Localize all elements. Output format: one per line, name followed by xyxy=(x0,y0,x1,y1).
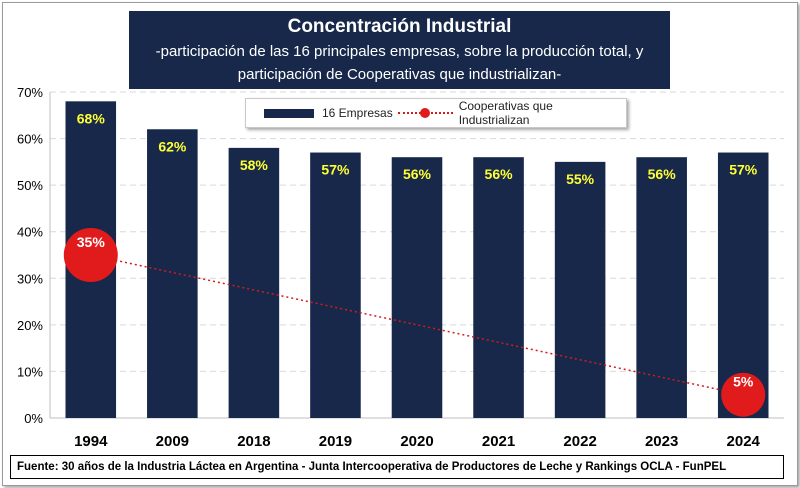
bar-2023 xyxy=(636,157,687,418)
coop-marker-2024 xyxy=(721,372,766,417)
x-tick-1994: 1994 xyxy=(74,433,108,450)
bar-label-2018: 58% xyxy=(240,157,269,173)
legend-line-swatch xyxy=(398,107,453,119)
x-tick-2018: 2018 xyxy=(237,433,270,450)
title-box: Concentración Industrial -participación … xyxy=(129,11,670,89)
coop-label-2024: 5% xyxy=(733,374,754,390)
chart-title: Concentración Industrial xyxy=(287,16,512,37)
bar-label-2024: 57% xyxy=(729,162,758,178)
bar-2021 xyxy=(473,157,524,418)
y-tick-label: 20% xyxy=(17,318,43,333)
x-tick-2019: 2019 xyxy=(319,433,352,450)
y-tick-label: 30% xyxy=(17,271,43,286)
chart-legend: 16 Empresas Cooperativas que Industriali… xyxy=(245,98,627,128)
bar-label-2020: 56% xyxy=(403,166,432,182)
bar-label-2021: 56% xyxy=(485,166,514,182)
bar-label-2019: 57% xyxy=(321,162,350,178)
y-tick-label: 40% xyxy=(17,225,43,240)
legend-label-empresas: 16 Empresas xyxy=(322,106,393,120)
bar-2018 xyxy=(228,147,280,418)
bar-2019 xyxy=(310,152,361,419)
x-tick-2024: 2024 xyxy=(727,433,761,450)
x-tick-2009: 2009 xyxy=(156,433,189,450)
coop-label-1994: 35% xyxy=(77,234,106,250)
bar-label-1994: 68% xyxy=(77,110,106,126)
y-tick-label: 70% xyxy=(17,85,43,100)
x-tick-2020: 2020 xyxy=(400,433,433,450)
bar-2022 xyxy=(554,161,606,418)
y-tick-label: 10% xyxy=(17,364,43,379)
coop-trend-line xyxy=(90,254,744,396)
bar-label-2023: 56% xyxy=(648,166,677,182)
x-tick-2021: 2021 xyxy=(482,433,515,450)
y-tick-label: 50% xyxy=(17,178,43,193)
y-tick-label: 60% xyxy=(17,132,43,147)
coop-marker-1994 xyxy=(63,228,118,282)
legend-bar-swatch xyxy=(264,108,314,118)
bar-2020 xyxy=(391,157,443,418)
x-tick-2022: 2022 xyxy=(563,433,596,450)
bar-label-2009: 62% xyxy=(158,138,187,154)
legend-item-empresas: 16 Empresas xyxy=(264,99,393,127)
legend-label-cooperativas: Cooperativas que Industrializan xyxy=(458,99,553,127)
x-tick-2023: 2023 xyxy=(645,433,678,450)
source-footer: Fuente: 30 años de la Industria Láctea e… xyxy=(10,455,784,479)
legend-item-cooperativas: Cooperativas que Industrializan xyxy=(398,99,626,127)
y-tick-label: 0% xyxy=(24,411,43,426)
bar-2009 xyxy=(147,129,198,418)
bar-label-2022: 55% xyxy=(566,171,595,187)
chart-subtitle: -participación de las 16 principales emp… xyxy=(155,43,644,83)
